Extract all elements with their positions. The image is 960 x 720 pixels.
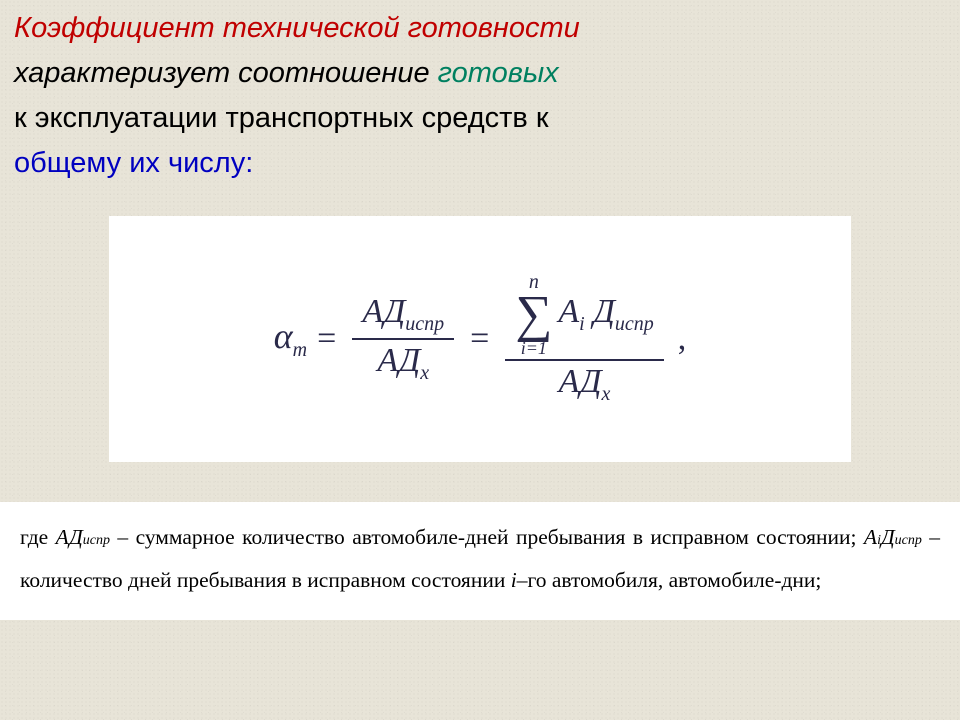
term-total: общему их числу	[14, 147, 245, 179]
equals-2: =	[470, 320, 489, 358]
st-a: A	[558, 293, 579, 330]
summation: n ∑ i=1	[515, 272, 552, 357]
st-d-sub: испр	[615, 313, 654, 335]
equals-1: =	[317, 320, 336, 358]
v1-desc: – суммарное количество автомобиле-дней п…	[110, 525, 857, 549]
w-k2: к	[536, 102, 549, 134]
w-k1: к	[14, 102, 27, 134]
term-ready: готовых	[438, 57, 559, 89]
frac1-den: АДх	[367, 340, 439, 387]
formula-box: αm = АДиспр АДх = n ∑ i=1 Ai Диспр	[109, 216, 851, 462]
trailing-comma: ,	[678, 320, 687, 358]
alpha-sub: m	[293, 339, 307, 361]
intro-text: Коэффициент технической готовности харак…	[0, 0, 960, 186]
w-sred: средств	[422, 102, 528, 134]
frac-1: АДиспр АДх	[352, 291, 454, 387]
v1-sub: испр	[83, 533, 110, 548]
st-d: Д	[593, 293, 615, 330]
frac-2: n ∑ i=1 Ai Диспр АДх	[505, 270, 663, 408]
v2-main-a: A	[864, 525, 877, 549]
frac2-den: АДх	[549, 361, 621, 408]
st-a-sub: i	[579, 313, 585, 335]
term-red: Коэффициент технической готовности	[14, 12, 580, 44]
f2d-main: АД	[559, 363, 602, 400]
alpha: αm	[274, 315, 307, 362]
f2d-sub: х	[602, 383, 611, 405]
frac1-num: АДиспр	[352, 291, 454, 338]
f1n-sub: испр	[405, 313, 444, 335]
f1d-sub: х	[420, 362, 429, 384]
v2-desc-b: –го автомобиля, автомобиле-дни;	[517, 568, 822, 592]
f1n-main: АД	[362, 293, 405, 330]
legend-block: где АДиспр – суммарное количество автомо…	[0, 502, 960, 620]
w-trans: транспортных	[226, 102, 414, 134]
where-label: где	[20, 525, 48, 549]
w-expl: эксплуатации	[35, 102, 218, 134]
sum-lower: i=1	[521, 339, 547, 357]
equation: αm = АДиспр АДх = n ∑ i=1 Ai Диспр	[274, 270, 686, 408]
sigma-icon: ∑	[515, 292, 552, 339]
v2-main-b: Д	[881, 525, 895, 549]
alpha-sym: α	[274, 316, 293, 356]
f1d-main: АД	[377, 342, 420, 379]
sum-term: Ai Диспр	[558, 293, 653, 336]
v2-sub-b: испр	[895, 533, 922, 548]
colon: :	[245, 147, 253, 179]
frac2-num: n ∑ i=1 Ai Диспр	[505, 270, 663, 359]
term-describes: характеризует соотношение	[14, 57, 430, 89]
v1-main: АД	[56, 525, 83, 549]
